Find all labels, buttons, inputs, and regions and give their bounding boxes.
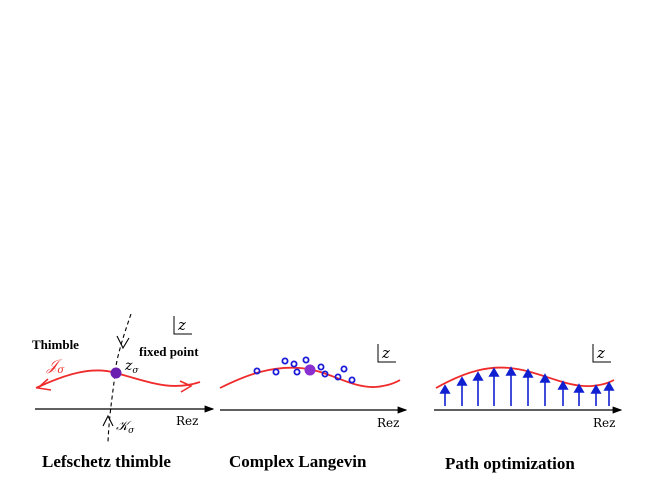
- plane-bracket: [377, 344, 396, 363]
- fixed-point-label: fixed point: [139, 344, 199, 359]
- z-sigma-label: zσ: [124, 358, 139, 376]
- sample-point: [317, 363, 325, 371]
- k-sigma-symbol: 𝒦: [116, 419, 132, 434]
- j-sigma-subscript: σ: [57, 365, 65, 376]
- caption-complex-langevin: Complex Langevin: [229, 452, 367, 471]
- fixed-point-marker: [110, 367, 122, 379]
- plane-label: z: [381, 344, 390, 362]
- sample-point: [272, 368, 280, 376]
- plane-label: z: [177, 316, 186, 334]
- sample-point: [334, 373, 342, 381]
- k-sigma-upper-arrowhead: [116, 335, 130, 350]
- sample-point: [281, 357, 289, 365]
- sample-point: [302, 356, 310, 364]
- j-sigma-label: 𝒥σ: [46, 356, 65, 376]
- k-sigma-subscript: σ: [128, 426, 135, 436]
- thimble-label: Thimble: [32, 337, 79, 352]
- sample-point: [290, 360, 298, 368]
- z-sigma-symbol: z: [124, 358, 133, 374]
- panel-path-optimization: Rez z Path optimization: [434, 344, 623, 473]
- thimble-left-arrowhead: [36, 378, 52, 391]
- thimble-right-arrowhead: [179, 380, 193, 393]
- k-sigma-label: 𝒦σ: [116, 419, 135, 436]
- langevin-fixed-point: [304, 364, 316, 376]
- caption-path-optimization: Path optimization: [445, 454, 575, 473]
- sample-point: [348, 376, 356, 384]
- k-sigma-line: [107, 313, 132, 443]
- sample-point: [321, 370, 329, 378]
- panel-complex-langevin: Rez z Complex Langevin: [219, 344, 408, 471]
- sample-point: [253, 367, 261, 375]
- deformation-arrows: [439, 366, 615, 406]
- real-axis-label: Rez: [377, 416, 399, 430]
- k-sigma-lower-arrowhead: [102, 414, 114, 427]
- sample-point: [293, 368, 301, 376]
- plane-label: z: [596, 344, 605, 362]
- langevin-samples: [253, 356, 356, 384]
- sample-point: [340, 365, 348, 373]
- z-sigma-subscript: σ: [132, 366, 139, 376]
- real-axis-label: Rez: [593, 416, 615, 430]
- plane-bracket: [592, 344, 611, 363]
- plane-bracket: [173, 316, 192, 335]
- real-axis-label: Rez: [176, 414, 198, 428]
- panel-lefschetz-thimble: Rez z Thimble 𝒥σ zσ fixed point 𝒦σ Lefsc…: [32, 313, 215, 471]
- caption-lefschetz-thimble: Lefschetz thimble: [42, 452, 171, 471]
